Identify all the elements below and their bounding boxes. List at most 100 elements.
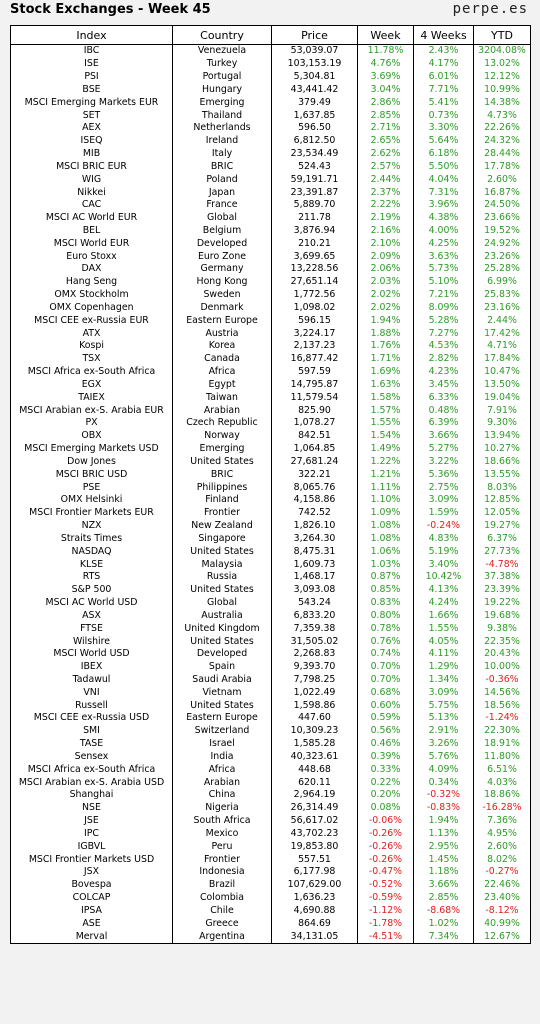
week-change-cell: 2.44% (357, 173, 414, 187)
four-week-change-cell: -8.68% (413, 904, 474, 918)
four-week-change-cell: 5.13% (413, 712, 474, 725)
ytd-change-cell: 28.44% (473, 147, 531, 161)
four-week-change-cell: 2.85% (413, 891, 474, 905)
index-cell: MSCI Arabian ex-S. Arabia EUR (10, 404, 173, 418)
week-change-cell: 1.03% (357, 558, 414, 571)
table-row: MSCI CEE ex-Russia EUR Eastern Europe 596.… (10, 314, 531, 328)
table-row: MSCI Africa ex-South Africa Africa 448.68 0… (10, 763, 531, 777)
price-cell: 7,359.38 (271, 622, 358, 636)
ytd-change-cell: -0.36% (473, 673, 531, 687)
index-cell: OBX (10, 429, 173, 443)
price-cell: 1,636.23 (271, 891, 358, 905)
country-cell: Austria (172, 327, 272, 341)
page-title: Stock Exchanges - Week 45 (10, 2, 211, 17)
index-cell: S&P 500 (10, 583, 173, 597)
country-cell: Taiwan (172, 391, 272, 405)
four-week-change-cell: 5.41% (413, 96, 474, 110)
price-cell: 3,224.17 (271, 327, 358, 341)
four-week-change-cell: 7.31% (413, 186, 474, 199)
country-cell: Euro Zone (172, 250, 272, 264)
four-week-change-cell: 3.22% (413, 455, 474, 469)
price-cell: 1,022.49 (271, 686, 358, 700)
week-change-cell: 1.08% (357, 532, 414, 546)
four-week-change-cell: 4.00% (413, 224, 474, 238)
ytd-change-cell: 12.85% (473, 493, 531, 507)
index-cell: Merval (10, 930, 173, 944)
week-change-cell: 2.57% (357, 160, 414, 174)
week-change-cell: 0.70% (357, 673, 414, 687)
four-week-change-cell: 5.73% (413, 263, 474, 276)
price-cell: 53,039.07 (271, 44, 358, 58)
week-change-cell: 0.20% (357, 789, 414, 802)
four-week-change-cell: 4.53% (413, 340, 474, 353)
table-row: PSE Philippines 8,065.76 1.11% 2.75% 8.03% (10, 481, 531, 494)
price-cell: 23,391.87 (271, 186, 358, 199)
index-cell: MSCI BRIC EUR (10, 160, 173, 174)
table-row: Straits Times Singapore 3,264.30 1.08% 4.83%… (10, 532, 531, 546)
index-cell: MIB (10, 147, 173, 161)
week-change-cell: 2.02% (357, 301, 414, 315)
table-row: MSCI Arabian ex-S. Arabia EUR Arabian 825.… (10, 404, 531, 418)
country-cell: Israel (172, 737, 272, 751)
week-change-cell: 2.03% (357, 275, 414, 289)
country-cell: Netherlands (172, 121, 272, 135)
ytd-change-cell: -4.78% (473, 558, 531, 571)
price-cell: 6,833.20 (271, 609, 358, 623)
four-week-change-cell: 4.23% (413, 365, 474, 379)
four-week-change-cell: 1.45% (413, 853, 474, 866)
ytd-change-cell: 13.50% (473, 378, 531, 392)
table-row: IPSA Chile 4,690.88 -1.12% -8.68% -8.12% (10, 904, 531, 918)
week-change-cell: -0.59% (357, 891, 414, 905)
country-cell: Philippines (172, 481, 272, 494)
country-cell: Czech Republic (172, 417, 272, 430)
ytd-change-cell: 19.22% (473, 596, 531, 610)
ytd-change-cell: 22.35% (473, 635, 531, 648)
index-cell: TAIEX (10, 391, 173, 405)
four-week-change-cell: 1.34% (413, 673, 474, 687)
ytd-change-cell: 2.44% (473, 314, 531, 328)
ytd-change-cell: 24.92% (473, 237, 531, 251)
four-week-change-cell: 2.82% (413, 352, 474, 366)
week-change-cell: 0.46% (357, 737, 414, 751)
index-cell: EGX (10, 378, 173, 392)
country-cell: Spain (172, 660, 272, 674)
week-change-cell: 2.71% (357, 121, 414, 135)
country-cell: Eastern Europe (172, 712, 272, 725)
table-row: WIG Poland 59,191.71 2.44% 4.04% 2.60% (10, 173, 531, 187)
country-cell: Denmark (172, 301, 272, 315)
country-cell: Italy (172, 147, 272, 161)
table-row: MSCI World USD Developed 2,268.83 0.74% 4.11… (10, 647, 531, 661)
price-cell: 8,065.76 (271, 481, 358, 494)
price-cell: 557.51 (271, 853, 358, 866)
index-cell: BSE (10, 83, 173, 97)
price-cell: 1,609.73 (271, 558, 358, 571)
week-change-cell: 0.60% (357, 699, 414, 713)
ytd-change-cell: 14.56% (473, 686, 531, 700)
ytd-change-cell: 17.78% (473, 160, 531, 174)
table-row: OMX Helsinki Finland 4,158.86 1.10% 3.09% 12.… (10, 493, 531, 507)
week-change-cell: 0.80% (357, 609, 414, 623)
four-week-change-cell: 4.13% (413, 583, 474, 597)
country-cell: Venezuela (172, 44, 272, 58)
week-change-cell: 11.78% (357, 44, 414, 58)
week-change-cell: -1.12% (357, 904, 414, 918)
table-row: COLCAP Colombia 1,636.23 -0.59% 2.85% 23.40% (10, 891, 531, 905)
index-cell: ATX (10, 327, 173, 341)
index-cell: MSCI CEE ex-Russia EUR (10, 314, 173, 328)
ytd-change-cell: 4.95% (473, 827, 531, 841)
column-header-index: Index (10, 25, 173, 45)
price-cell: 1,585.28 (271, 737, 358, 751)
price-cell: 620.11 (271, 776, 358, 790)
week-change-cell: 0.83% (357, 596, 414, 610)
ytd-change-cell: 2.60% (473, 840, 531, 854)
index-cell: AEX (10, 121, 173, 135)
index-cell: Russell (10, 699, 173, 713)
country-cell: United Kingdom (172, 622, 272, 636)
country-cell: Mexico (172, 827, 272, 841)
week-change-cell: 0.33% (357, 763, 414, 777)
ytd-change-cell: 12.05% (473, 506, 531, 520)
price-cell: 27,681.24 (271, 455, 358, 469)
table-row: Bovespa Brazil 107,629.00 -0.52% 3.66% 22.46% (10, 878, 531, 892)
four-week-change-cell: 4.38% (413, 211, 474, 225)
four-week-change-cell: 5.36% (413, 468, 474, 482)
